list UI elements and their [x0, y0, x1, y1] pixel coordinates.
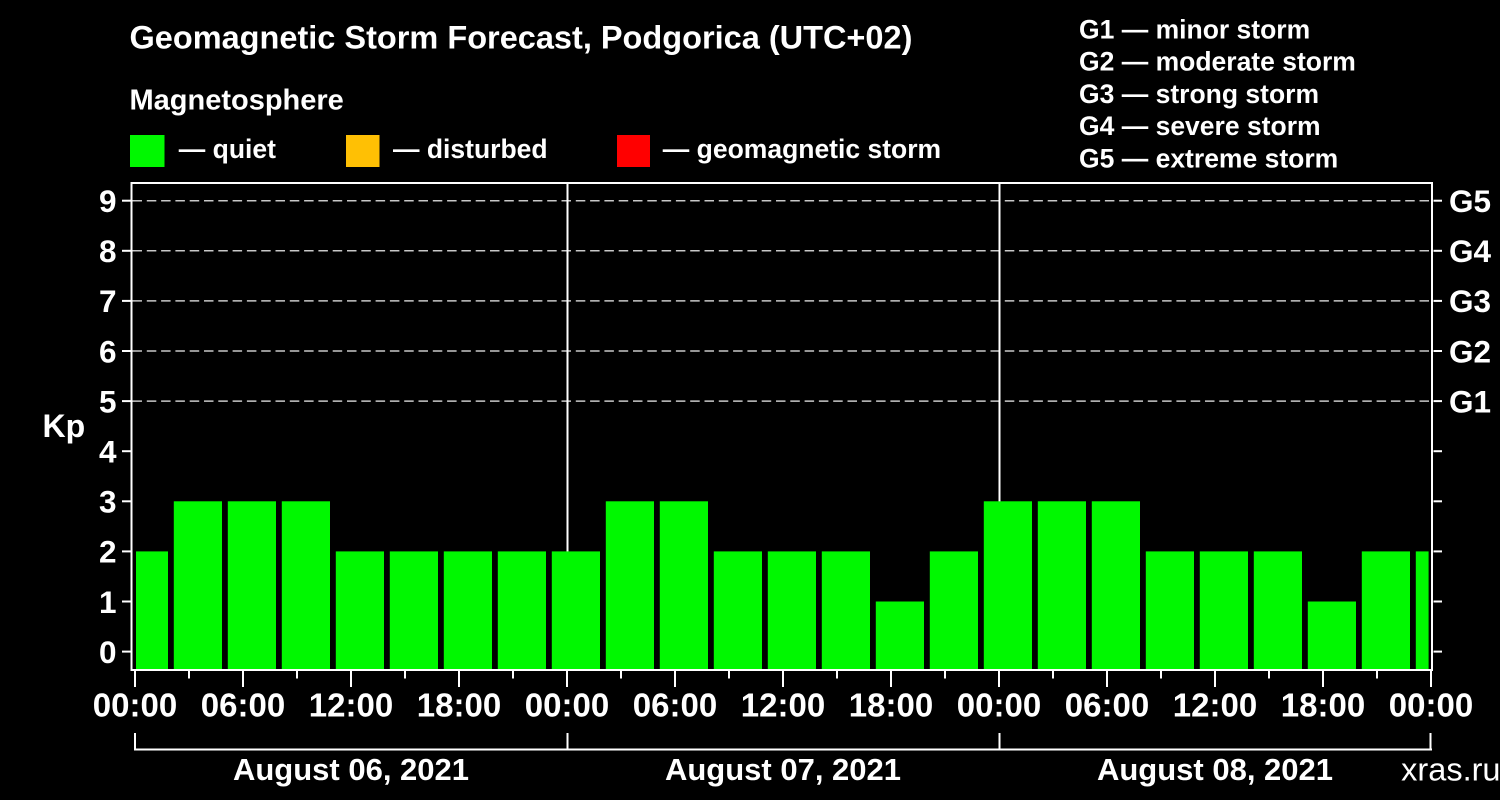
svg-text:— geomagnetic storm: — geomagnetic storm: [663, 134, 941, 164]
svg-text:0: 0: [99, 634, 117, 670]
svg-text:— quiet: — quiet: [179, 134, 276, 164]
svg-text:9: 9: [99, 183, 117, 219]
svg-text:G4: G4: [1449, 233, 1492, 269]
svg-text:xras.ru: xras.ru: [1401, 752, 1500, 788]
svg-text:12:00: 12:00: [1173, 687, 1257, 724]
svg-text:06:00: 06:00: [633, 687, 717, 724]
svg-text:G2 — moderate storm: G2 — moderate storm: [1079, 47, 1356, 77]
svg-text:8: 8: [99, 233, 117, 269]
svg-text:1: 1: [99, 584, 117, 620]
svg-text:G3 — strong storm: G3 — strong storm: [1079, 79, 1319, 109]
svg-text:18:00: 18:00: [1281, 687, 1365, 724]
svg-text:18:00: 18:00: [417, 687, 501, 724]
svg-text:G4 — severe storm: G4 — severe storm: [1079, 111, 1321, 141]
svg-text:August 07, 2021: August 07, 2021: [665, 752, 901, 787]
svg-text:18:00: 18:00: [849, 687, 933, 724]
svg-text:G1 — minor storm: G1 — minor storm: [1079, 15, 1310, 45]
svg-text:G1: G1: [1449, 383, 1491, 419]
svg-text:G5 — extreme storm: G5 — extreme storm: [1079, 143, 1338, 173]
svg-text:4: 4: [99, 434, 117, 470]
svg-text:August 08, 2021: August 08, 2021: [1097, 752, 1333, 787]
svg-text:G2: G2: [1449, 333, 1491, 369]
svg-text:3: 3: [99, 484, 117, 520]
svg-text:G3: G3: [1449, 283, 1491, 319]
svg-text:00:00: 00:00: [525, 687, 609, 724]
svg-text:06:00: 06:00: [201, 687, 285, 724]
svg-text:7: 7: [99, 283, 117, 319]
svg-text:2: 2: [99, 534, 117, 570]
svg-text:Magnetosphere: Magnetosphere: [130, 85, 344, 117]
svg-text:August 06, 2021: August 06, 2021: [233, 752, 469, 787]
svg-text:5: 5: [99, 383, 117, 419]
svg-text:00:00: 00:00: [93, 687, 177, 724]
svg-text:12:00: 12:00: [741, 687, 825, 724]
svg-text:00:00: 00:00: [1389, 687, 1473, 724]
svg-text:— disturbed: — disturbed: [393, 134, 548, 164]
svg-text:06:00: 06:00: [1065, 687, 1149, 724]
svg-text:G5: G5: [1449, 183, 1491, 219]
svg-text:Geomagnetic Storm Forecast, Po: Geomagnetic Storm Forecast, Podgorica (U…: [130, 19, 913, 55]
svg-text:12:00: 12:00: [309, 687, 393, 724]
svg-text:Kp: Kp: [43, 408, 86, 444]
svg-text:00:00: 00:00: [957, 687, 1041, 724]
svg-text:6: 6: [99, 333, 117, 369]
